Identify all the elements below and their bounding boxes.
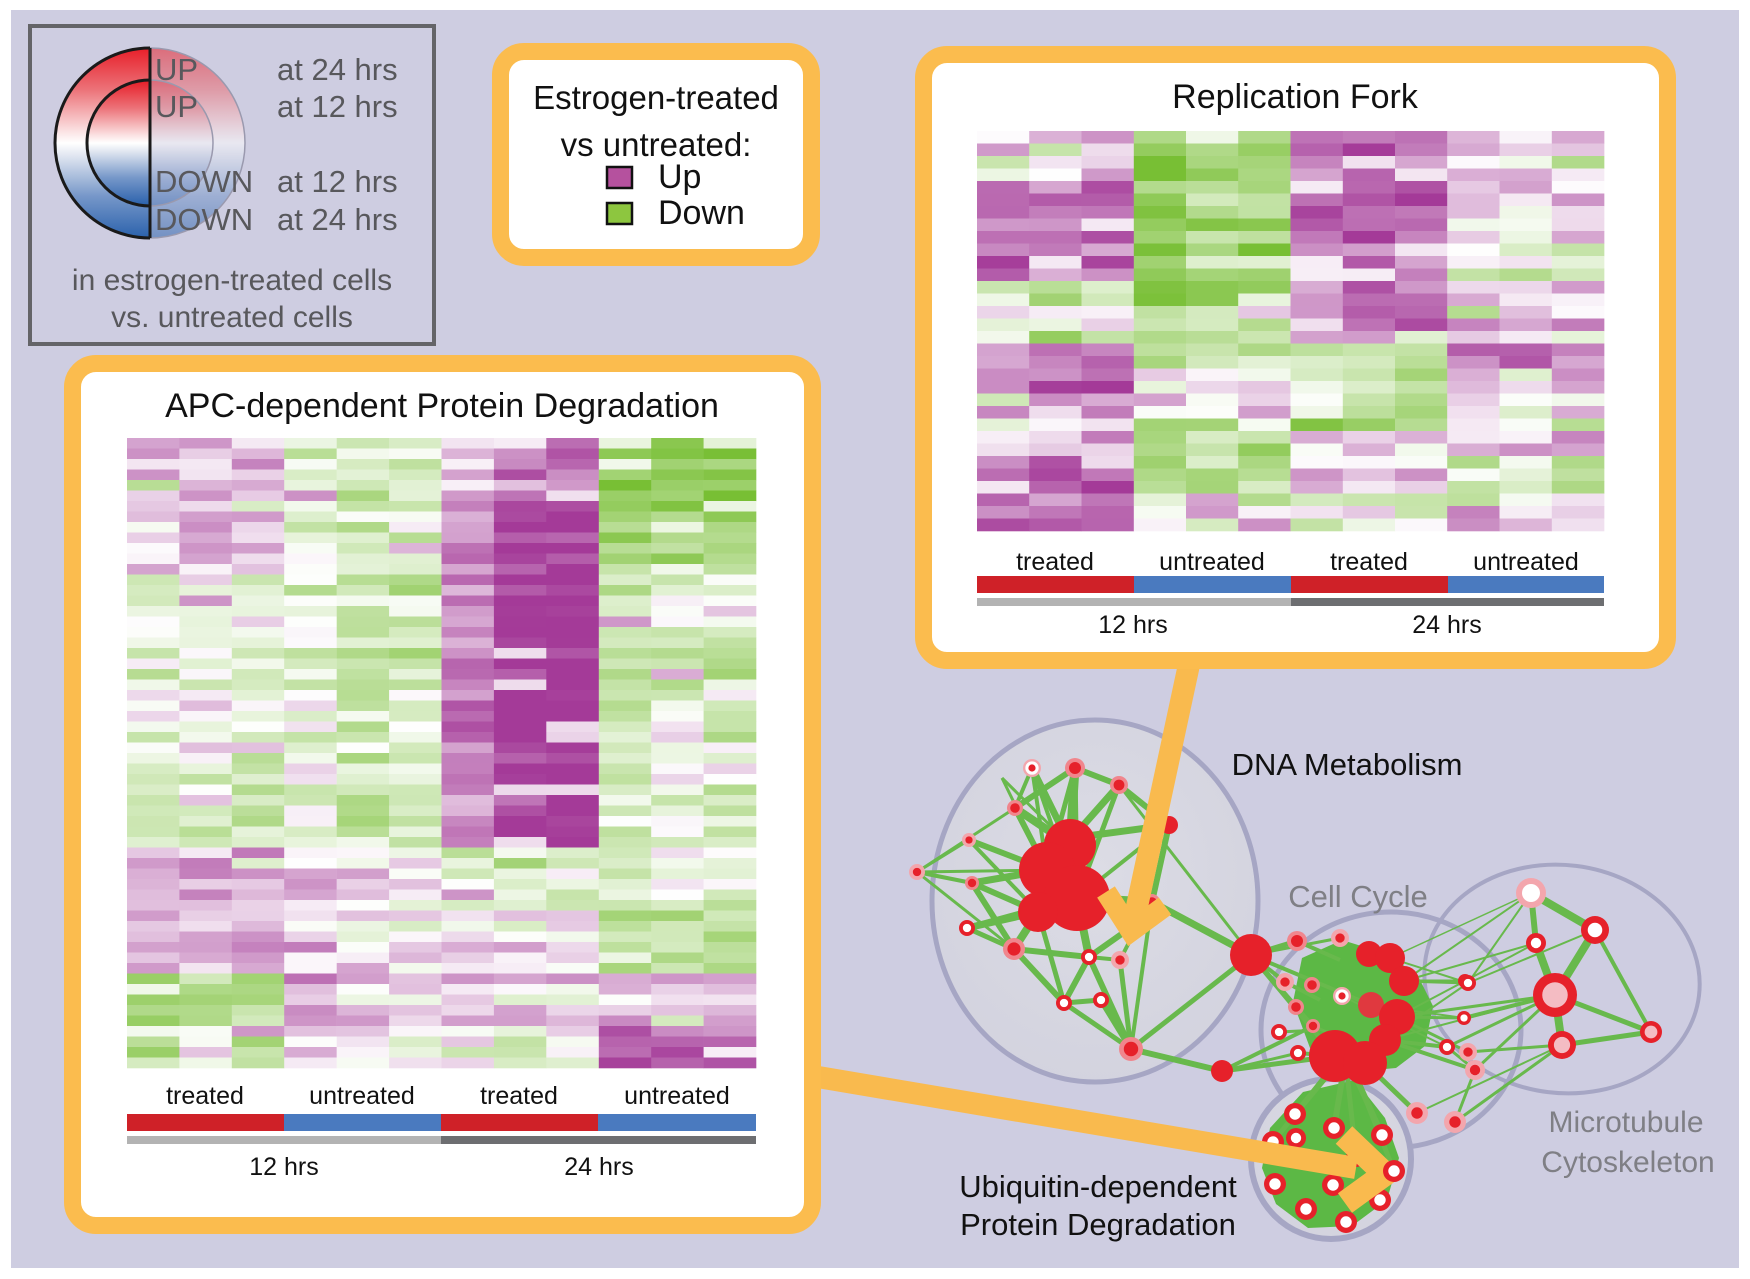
svg-text:Up: Up: [658, 158, 701, 196]
svg-text:DOWN: DOWN: [155, 202, 253, 237]
svg-text:Replication Fork: Replication Fork: [1172, 78, 1419, 116]
svg-text:untreated: untreated: [309, 1082, 415, 1110]
svg-text:24 hrs: 24 hrs: [564, 1153, 633, 1181]
svg-text:Cytoskeleton: Cytoskeleton: [1541, 1146, 1714, 1179]
svg-text:untreated: untreated: [624, 1082, 730, 1110]
svg-text:treated: treated: [1016, 548, 1094, 576]
svg-text:UP: UP: [155, 52, 198, 87]
svg-text:untreated: untreated: [1473, 548, 1579, 576]
svg-text:Cell Cycle: Cell Cycle: [1288, 879, 1428, 914]
svg-text:Ubiquitin-dependent: Ubiquitin-dependent: [959, 1169, 1237, 1204]
svg-text:12 hrs: 12 hrs: [249, 1153, 318, 1181]
svg-text:at 12 hrs: at 12 hrs: [277, 89, 398, 124]
svg-text:at 24 hrs: at 24 hrs: [277, 202, 398, 237]
svg-text:at 24 hrs: at 24 hrs: [277, 52, 398, 87]
svg-text:in estrogen-treated cells: in estrogen-treated cells: [72, 264, 392, 297]
svg-text:vs. untreated cells: vs. untreated cells: [111, 301, 353, 334]
svg-text:vs untreated:: vs untreated:: [561, 126, 752, 163]
svg-text:treated: treated: [166, 1082, 244, 1110]
svg-text:12 hrs: 12 hrs: [1098, 611, 1167, 639]
svg-text:treated: treated: [1330, 548, 1408, 576]
svg-text:UP: UP: [155, 89, 198, 124]
svg-text:Estrogen-treated: Estrogen-treated: [533, 79, 779, 116]
svg-text:at 12 hrs: at 12 hrs: [277, 164, 398, 199]
svg-text:APC-dependent Protein Degradat: APC-dependent Protein Degradation: [165, 387, 719, 425]
svg-text:Microtubule: Microtubule: [1548, 1106, 1703, 1139]
svg-text:DOWN: DOWN: [155, 164, 253, 199]
svg-text:DNA Metabolism: DNA Metabolism: [1232, 747, 1463, 782]
svg-text:treated: treated: [480, 1082, 558, 1110]
svg-text:24 hrs: 24 hrs: [1412, 611, 1481, 639]
svg-text:untreated: untreated: [1159, 548, 1265, 576]
svg-text:Protein Degradation: Protein Degradation: [960, 1207, 1236, 1242]
svg-text:Down: Down: [658, 194, 745, 232]
